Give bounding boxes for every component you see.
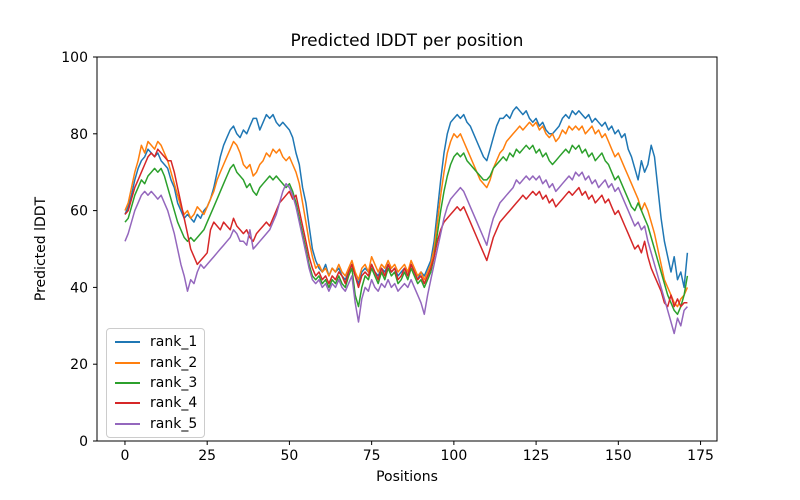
plot-area-border bbox=[96, 56, 718, 442]
chart-title: Predicted lDDT per position bbox=[291, 31, 524, 51]
series-lines bbox=[124, 106, 689, 335]
x-tick-label: 150 bbox=[605, 448, 632, 464]
series-line-rank_2 bbox=[124, 121, 689, 308]
x-tick-label: 175 bbox=[687, 448, 714, 464]
series-line-rank_4 bbox=[124, 148, 688, 308]
legend-label-rank-4: rank_4 bbox=[150, 395, 198, 412]
legend: rank_1 rank_2 rank_3 rank_4 rank_5 bbox=[106, 328, 205, 438]
y-tick-label: 80 bbox=[70, 127, 88, 143]
series-line-rank_5 bbox=[124, 171, 688, 335]
legend-item-rank-4: rank_4 bbox=[107, 393, 204, 413]
y-tick-label: 20 bbox=[70, 357, 88, 373]
y-tick-label: 60 bbox=[70, 204, 88, 220]
legend-swatch-rank-4 bbox=[115, 402, 140, 405]
legend-swatch-rank-1 bbox=[115, 341, 140, 344]
x-tick-label: 100 bbox=[441, 448, 468, 464]
legend-item-rank-1: rank_1 bbox=[107, 332, 204, 352]
x-axis-label: Positions bbox=[376, 469, 438, 485]
legend-swatch-rank-2 bbox=[115, 361, 140, 364]
x-tick-label: 0 bbox=[120, 448, 129, 464]
legend-label-rank-1: rank_1 bbox=[150, 334, 198, 351]
legend-item-rank-3: rank_3 bbox=[107, 373, 204, 393]
legend-swatch-rank-5 bbox=[115, 422, 140, 425]
y-axis-label: Predicted lDDT bbox=[33, 196, 49, 301]
y-tick-label: 0 bbox=[79, 434, 88, 450]
legend-item-rank-5: rank_5 bbox=[107, 414, 204, 434]
legend-item-rank-2: rank_2 bbox=[107, 353, 204, 373]
legend-swatch-rank-3 bbox=[115, 381, 140, 384]
series-line-rank_1 bbox=[124, 106, 689, 289]
y-axis-ticks: 0 20 40 60 80 100 bbox=[61, 50, 97, 450]
x-tick-label: 75 bbox=[363, 448, 381, 464]
legend-label-rank-3: rank_3 bbox=[150, 374, 198, 391]
x-tick-label: 50 bbox=[280, 448, 298, 464]
x-tick-label: 25 bbox=[198, 448, 216, 464]
x-axis-ticks: 0 25 50 75 100 125 150 175 bbox=[120, 441, 714, 464]
legend-label-rank-5: rank_5 bbox=[150, 415, 198, 432]
y-tick-label: 100 bbox=[61, 50, 88, 66]
legend-label-rank-2: rank_2 bbox=[150, 354, 198, 371]
series-line-rank_3 bbox=[124, 144, 689, 316]
y-tick-label: 40 bbox=[70, 280, 88, 296]
x-tick-label: 125 bbox=[523, 448, 550, 464]
